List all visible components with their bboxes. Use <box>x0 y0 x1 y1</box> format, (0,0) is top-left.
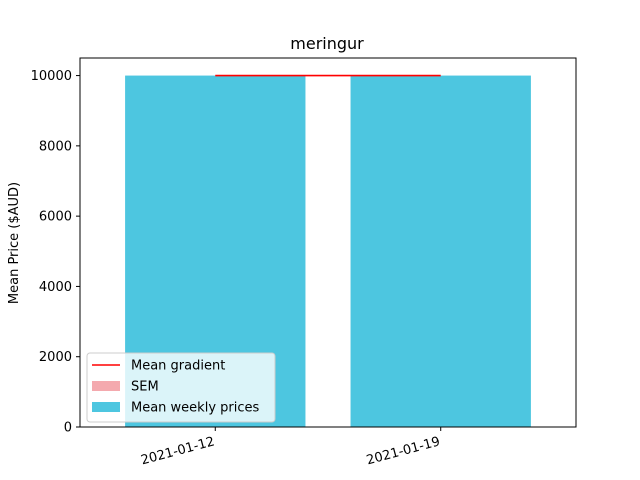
x-tick-label: 2021-01-12 <box>139 434 216 468</box>
y-tick-label: 6000 <box>39 210 72 225</box>
legend-entry-sem-swatch <box>92 381 120 391</box>
y-tick-label: 4000 <box>39 280 72 295</box>
plot-frame <box>79 57 577 428</box>
y-tick-label: 8000 <box>39 139 72 154</box>
y-tick-label: 0 <box>64 421 72 436</box>
legend-entry-mean-weekly-prices-label: Mean weekly prices <box>131 401 260 416</box>
legend-entry-mean-gradient-label: Mean gradient <box>131 359 225 374</box>
x-tick-label: 2021-01-19 <box>365 434 442 468</box>
y-tick-label: 2000 <box>39 350 72 365</box>
y-tick-label: 10000 <box>31 69 72 84</box>
legend: Mean gradient SEM Mean weekly prices <box>86 352 276 423</box>
chart-title: meringur <box>290 34 364 53</box>
legend-box <box>86 352 276 423</box>
y-axis: 0 2000 4000 6000 8000 10000 <box>31 69 80 436</box>
legend-entry-sem-label: SEM <box>131 380 159 395</box>
legend-entry-mean-weekly-prices-swatch <box>92 402 120 412</box>
x-axis: 2021-01-12 2021-01-19 <box>139 427 442 468</box>
bar-2021-01-19 <box>350 75 531 428</box>
y-axis-title: Mean Price ($AUD) <box>7 182 22 304</box>
